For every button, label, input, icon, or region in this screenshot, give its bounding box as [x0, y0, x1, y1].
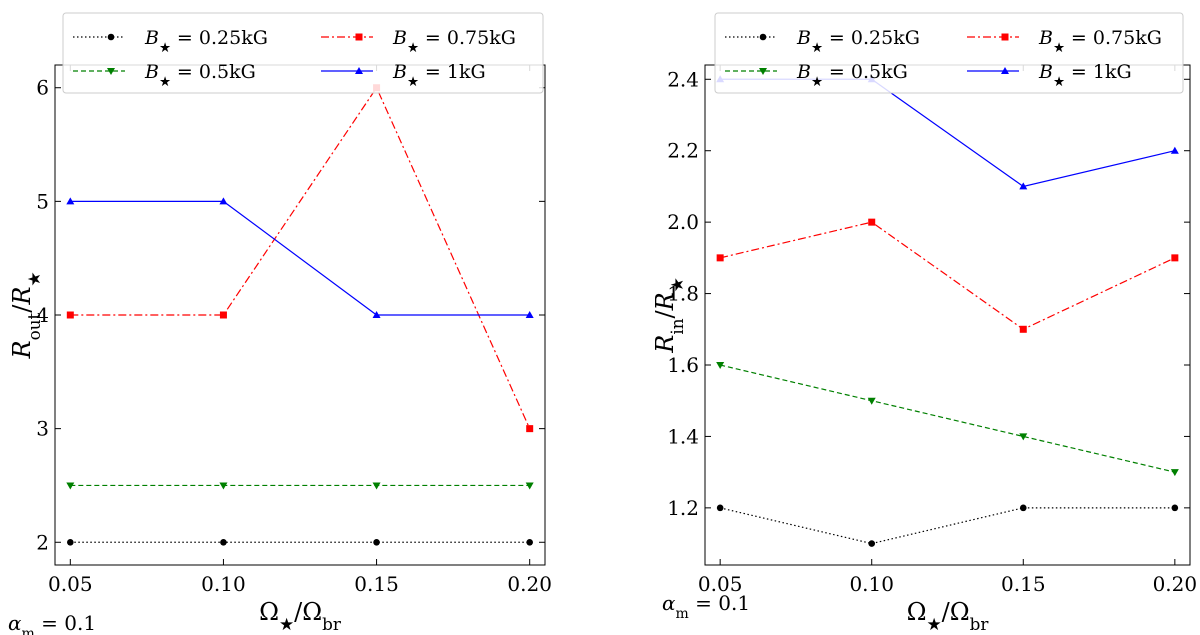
data-point	[526, 425, 534, 433]
y-axis-label: Rout/R★	[8, 272, 44, 360]
legend-label: B★ = 0.25kG	[796, 27, 920, 56]
data-point	[220, 538, 227, 546]
legend-marker	[759, 33, 767, 41]
x-axis-label: Ω★/Ωbr	[259, 598, 342, 634]
series-3	[716, 218, 1179, 333]
data-point	[1171, 504, 1179, 512]
data-point	[1019, 182, 1028, 190]
data-point	[372, 482, 381, 490]
data-point	[1170, 146, 1179, 154]
data-point	[1019, 433, 1028, 441]
data-point	[1170, 469, 1179, 477]
data-point	[372, 311, 381, 318]
y-tick-label: 4	[36, 303, 49, 327]
legend-box	[62, 12, 544, 94]
legend-entry: B★ = 1kG	[967, 61, 1132, 90]
series-line	[720, 507, 1175, 545]
plot-frame	[704, 64, 1191, 566]
legend-marker	[355, 33, 363, 41]
data-point	[66, 197, 75, 205]
data-point	[525, 482, 534, 490]
x-axis-label: Ω★/Ωbr	[907, 598, 990, 634]
data-point	[868, 218, 876, 226]
y-tick-label: 5	[36, 189, 49, 213]
data-point	[716, 254, 724, 262]
x-tick-label: 0.05	[698, 572, 743, 596]
data-point	[219, 311, 227, 319]
data-point	[219, 482, 228, 490]
legend-entry: B★ = 0.25kG	[73, 27, 268, 56]
y-tick-label: 3	[36, 417, 49, 441]
data-point	[373, 538, 380, 546]
data-point	[66, 311, 74, 319]
data-point	[1019, 504, 1027, 512]
annotation-text: αm = 0.1	[8, 611, 96, 635]
data-point	[66, 482, 75, 490]
y-tick-label: 2.0	[667, 210, 699, 234]
legend: B★ = 0.25kG B★ = 0.5kG B★ = 0.75kG B★ = 1kG	[62, 12, 544, 94]
legend-label: B★ = 1kG	[1038, 61, 1132, 90]
series-4	[66, 197, 534, 318]
legend-label: B★ = 1kG	[392, 61, 486, 90]
y-tick-label: 2.4	[667, 67, 699, 91]
series-line	[720, 78, 1175, 188]
legend-entry: B★ = 0.5kG	[73, 61, 256, 90]
legend-marker	[107, 33, 115, 41]
legend-box	[714, 12, 1184, 94]
x-tick-label: 0.15	[354, 572, 399, 596]
chart-panel-1: 0.05 0.10 0.15 0.20 2 3 4 5 6 Ω★/Ωbr Rout/R★ αm = 0…	[8, 12, 552, 635]
series-2	[716, 362, 1179, 477]
data-point	[716, 504, 724, 512]
series-line	[720, 221, 1176, 330]
legend-entry: B★ = 0.5kG	[725, 61, 908, 90]
y-tick-label: 2.2	[667, 139, 699, 163]
series-line	[70, 200, 530, 316]
data-point	[219, 197, 228, 205]
legend-entry: B★ = 0.75kG	[967, 27, 1162, 56]
legend-label: B★ = 0.75kG	[392, 27, 516, 56]
y-tick-label: 6	[36, 76, 49, 100]
annotation-text: αm = 0.1	[662, 591, 750, 622]
y-tick-label: 1.2	[667, 496, 699, 520]
y-tick-label: 2	[36, 530, 49, 554]
data-point	[867, 397, 876, 405]
data-point	[716, 362, 725, 369]
series-1	[716, 504, 1179, 547]
legend-label: B★ = 0.5kG	[144, 61, 256, 90]
x-tick-label: 0.10	[849, 572, 894, 596]
legend-marker	[355, 67, 363, 74]
legend-label: B★ = 0.5kG	[796, 61, 908, 90]
chart-panel-2: 0.05 0.10 0.15 0.20 1.2 1.4 1.6 1.8 2.0 2.2 2.4 Ω★/…	[651, 12, 1198, 634]
x-tick-label: 0.20	[507, 572, 552, 596]
legend-label: B★ = 0.25kG	[144, 27, 268, 56]
series-line	[720, 364, 1175, 473]
y-tick-label: 1.6	[667, 353, 699, 377]
y-axis-label: Rin/R★	[651, 277, 687, 353]
legend-marker	[107, 68, 115, 75]
series-2	[66, 482, 534, 490]
y-tick-label: 1.8	[667, 282, 699, 306]
x-tick-label: 0.10	[201, 572, 246, 596]
legend-marker	[1001, 33, 1009, 41]
legend: B★ = 0.25kG B★ = 0.5kG B★ = 0.75kG B★ = 1kG	[714, 12, 1184, 94]
legend-marker	[1001, 67, 1009, 74]
legend-entry: B★ = 0.75kG	[321, 27, 516, 56]
x-tick-label: 0.20	[1153, 572, 1198, 596]
data-point	[1171, 254, 1179, 262]
data-point	[67, 538, 74, 546]
x-tick-label: 0.15	[1001, 572, 1046, 596]
legend-entry: B★ = 1kG	[321, 61, 486, 90]
data-point	[868, 540, 876, 547]
data-point	[526, 538, 533, 546]
y-tick-label: 1.4	[667, 424, 699, 448]
legend-marker	[759, 68, 767, 75]
series-line	[70, 86, 531, 429]
legend-entry: B★ = 0.25kG	[725, 27, 920, 56]
legend-label: B★ = 0.75kG	[1038, 27, 1162, 56]
data-point	[1019, 325, 1027, 333]
series-1	[67, 538, 533, 546]
x-tick-label: 0.05	[48, 572, 93, 596]
data-point	[525, 311, 534, 318]
